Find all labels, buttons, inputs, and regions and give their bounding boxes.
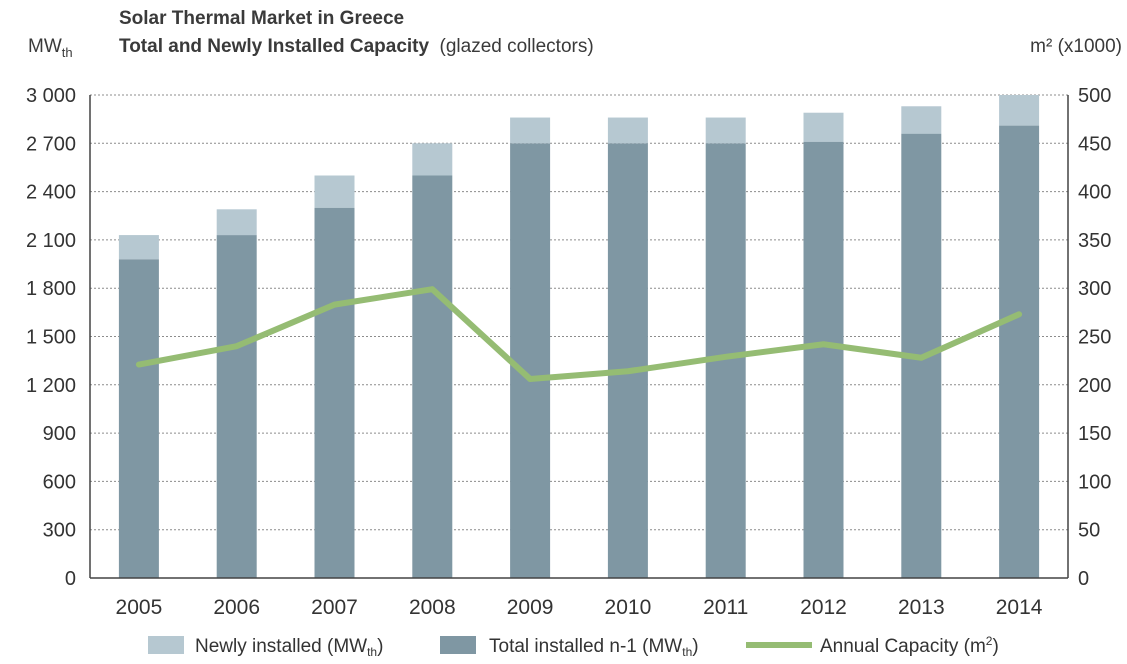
y-right-tick-label: 500 — [1078, 85, 1111, 107]
y-left-tick-label: 300 — [43, 520, 76, 542]
y-right-tick-label: 50 — [1078, 520, 1100, 542]
bar-newly-installed-2012 — [803, 112, 844, 142]
y-right-tick-label: 250 — [1078, 327, 1111, 349]
legend-swatch — [148, 636, 184, 654]
x-tick-label: 2012 — [800, 596, 847, 619]
bar-total-installed-2008 — [412, 175, 453, 578]
bar-total-installed-2005 — [118, 259, 159, 578]
legend-label: Annual Capacity (m2) — [820, 634, 999, 657]
legend-label: Newly installed (MWth) — [195, 636, 383, 659]
y-right-tick-label: 200 — [1078, 375, 1111, 397]
y-left-tick-label: 900 — [43, 423, 76, 445]
bar-newly-installed-2007 — [314, 175, 355, 208]
y-right-tick-label: 0 — [1078, 568, 1089, 590]
bar-newly-installed-2014 — [999, 95, 1040, 126]
y-right-ticks: 0 50 100 150 200 250 300 350 400 450 500 — [1078, 85, 1111, 590]
bar-newly-installed-2008 — [412, 143, 453, 176]
bars — [118, 95, 1040, 579]
y-right-tick-label: 350 — [1078, 230, 1111, 252]
x-tick-label: 2008 — [409, 596, 456, 619]
bar-newly-installed-2009 — [510, 117, 551, 144]
bar-total-installed-2012 — [803, 141, 844, 578]
y-left-tick-label: 2 400 — [26, 182, 76, 204]
annual-capacity-point-2005 — [136, 362, 141, 367]
annual-capacity-line-group — [135, 286, 1023, 383]
x-tick-label: 2010 — [605, 596, 652, 619]
y-left-tick-label: 1 200 — [26, 375, 76, 397]
y-right-tick-label: 100 — [1078, 471, 1111, 493]
bar-total-installed-2010 — [607, 143, 648, 579]
y-right-unit: m² (x1000) — [1030, 36, 1122, 57]
chart-subtitle: Total and Newly Installed Capacity (glaz… — [119, 36, 594, 57]
chart-title: Solar Thermal Market in Greece — [119, 8, 404, 29]
bar-total-installed-2007 — [314, 207, 355, 578]
chart-subtitle-bold: Total and Newly Installed Capacity — [119, 36, 429, 57]
bar-newly-installed-2011 — [705, 117, 746, 144]
y-right-tick-label: 150 — [1078, 423, 1111, 445]
y-left-tick-label: 3 000 — [26, 85, 76, 107]
x-tick-label: 2011 — [703, 596, 748, 619]
annual-capacity-point-2006 — [234, 344, 239, 349]
y-left-tick-label: 1 800 — [26, 278, 76, 300]
y-right-tick-label: 400 — [1078, 182, 1111, 204]
bar-total-installed-2009 — [510, 143, 551, 579]
annual-capacity-point-2010 — [625, 369, 630, 374]
y-left-tick-label: 2 100 — [26, 230, 76, 252]
bar-newly-installed-2010 — [607, 117, 648, 144]
y-left-ticks: 0 300 600 900 1 200 1 500 1 800 2 100 2 400 2 700… — [26, 85, 76, 590]
bar-newly-installed-2013 — [901, 106, 942, 134]
y-left-tick-label: 1 500 — [26, 327, 76, 349]
x-tick-label: 2007 — [311, 596, 358, 619]
x-tick-label: 2006 — [213, 596, 260, 619]
annual-capacity-point-2012 — [821, 342, 826, 347]
x-tick-label: 2005 — [116, 596, 163, 619]
annual-capacity-point-2007 — [332, 302, 337, 307]
x-tick-label: 2014 — [996, 596, 1043, 619]
legend: Newly installed (MWth) Total installed n-… — [148, 634, 999, 659]
gridlines — [90, 94, 1068, 531]
y-left-unit: MWth — [28, 36, 73, 60]
y-left-tick-label: 0 — [65, 568, 76, 590]
bar-newly-installed-2006 — [216, 209, 257, 236]
y-right-tick-label: 300 — [1078, 278, 1111, 300]
legend-label: Total installed n-1 (MWth) — [489, 636, 699, 659]
bar-total-installed-2006 — [216, 235, 257, 578]
legend-swatch — [440, 636, 476, 654]
annual-capacity-point-2011 — [723, 354, 728, 359]
bar-newly-installed-2005 — [118, 235, 159, 260]
annual-capacity-point-2009 — [528, 377, 533, 382]
x-tick-label: 2013 — [898, 596, 945, 619]
chart-subtitle-normal: (glazed collectors) — [440, 36, 594, 57]
x-tick-label: 2009 — [507, 596, 554, 619]
x-ticks: 2005 2006 2007 2008 2009 2010 2011 2012 2013 2014 — [116, 596, 1043, 619]
bar-total-installed-2014 — [999, 125, 1040, 578]
annual-capacity-line — [135, 286, 1023, 383]
annual-capacity-point-2014 — [1017, 312, 1022, 317]
annual-capacity-point-2013 — [919, 355, 924, 360]
axes — [89, 95, 1069, 579]
annual-capacity-point-2008 — [430, 287, 435, 292]
y-left-tick-label: 2 700 — [26, 133, 76, 155]
y-right-tick-label: 450 — [1078, 133, 1111, 155]
y-left-tick-label: 600 — [43, 471, 76, 493]
